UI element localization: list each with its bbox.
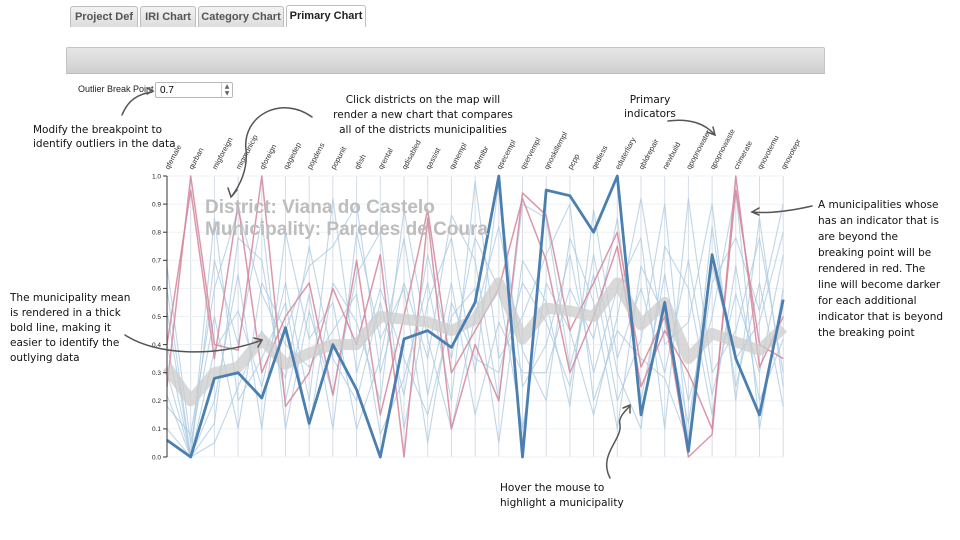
annotation-outliers-line: has an indicator that is bbox=[818, 215, 939, 227]
arrow-outliers bbox=[751, 205, 813, 214]
annotation-outliers-line: are beyond the bbox=[818, 231, 898, 243]
variable-label-qnovotepr[interactable]: qnovotepr bbox=[779, 137, 803, 171]
y-tick-label-1.0: 1.0 bbox=[152, 173, 161, 180]
y-tick-label-0.1: 0.1 bbox=[152, 426, 161, 433]
annotation-outliers-line: indicator that is beyond bbox=[818, 311, 943, 323]
tab-project-def[interactable]: Project Def bbox=[70, 6, 138, 27]
annotation-breakpoint-line: identify outliers in the data bbox=[33, 138, 176, 150]
arrow-mean-head bbox=[253, 337, 264, 348]
overlay-municipality: Municipality: Paredes de Coura bbox=[205, 219, 488, 240]
outlier-breakpoint-label: Outlier Break Point bbox=[78, 84, 154, 94]
variable-label-qservempl[interactable]: qservempl bbox=[518, 136, 542, 171]
arrow-hover-head bbox=[622, 403, 631, 414]
variable-label-qedless[interactable]: qedless bbox=[589, 144, 609, 171]
annotation-districts-line: render a new chart that compares bbox=[333, 109, 513, 121]
variable-label-qbldrepair[interactable]: qbldrepair bbox=[637, 137, 661, 171]
arrow-primary bbox=[667, 119, 715, 135]
arrow-primary-head bbox=[706, 126, 717, 137]
annotation-outliers-line: rendered in red. The bbox=[818, 263, 925, 275]
annotation-mean: The municipality mean is rendered in a th… bbox=[9, 292, 130, 364]
outlier-breakpoint-spinner[interactable]: ▲▼ bbox=[155, 82, 233, 98]
series-line-other-4[interactable] bbox=[166, 203, 784, 444]
annotation-outliers-line: the breaking point bbox=[818, 327, 915, 339]
series-line-mean-1[interactable] bbox=[162, 277, 787, 407]
arrow-districts-head bbox=[227, 187, 238, 199]
annotation-mean-line: easier to identify the bbox=[10, 337, 119, 349]
series-line-other-5[interactable] bbox=[166, 181, 784, 444]
variable-label-newbuild[interactable]: newbuild bbox=[661, 141, 683, 171]
variable-label-qassist[interactable]: qassist bbox=[424, 145, 443, 171]
variable-label-popdens[interactable]: popdens bbox=[305, 141, 327, 171]
spinner-arrows-icon[interactable]: ▲ ▼ bbox=[221, 83, 232, 97]
y-tick-label-0.2: 0.2 bbox=[152, 398, 161, 405]
series-line-other-11[interactable] bbox=[166, 231, 784, 458]
variable-label-qforeign[interactable]: qforeign bbox=[258, 143, 279, 171]
arrow-mean bbox=[124, 334, 263, 353]
y-axis: 0.0 0.1 0.2 0.3 0.4 0.5 0.6 0.7 0.8 0.9 1.0 bbox=[152, 173, 168, 461]
variable-label-eduterliary[interactable]: eduterliary bbox=[613, 136, 638, 171]
arrow-hover bbox=[605, 405, 631, 479]
y-tick-label-0.7: 0.7 bbox=[152, 258, 161, 265]
variable-label-qnovotemu[interactable]: qnovotemu bbox=[755, 134, 780, 171]
variable-label-crimerate[interactable]: crimerate bbox=[732, 139, 755, 171]
y-tick-label-0.6: 0.6 bbox=[152, 286, 161, 293]
annotation-outliers-line: line will become darker bbox=[818, 279, 941, 291]
annotation-primary-line: indicators bbox=[624, 108, 676, 120]
annotation-mean-line: The municipality mean bbox=[9, 292, 130, 304]
annotation-mean-line: bold line, making it bbox=[10, 322, 111, 334]
y-tick-label-0.0: 0.0 bbox=[152, 454, 161, 461]
variable-label-qrental[interactable]: qrental bbox=[376, 146, 395, 171]
variable-label-pcpp[interactable]: pcpp bbox=[566, 152, 582, 171]
y-tick-label-0.5: 0.5 bbox=[152, 314, 161, 321]
annotation-districts-line: Click districts on the map will bbox=[346, 94, 500, 106]
annotation-districts-line: all of the districts municipalities bbox=[339, 124, 507, 136]
annotation-outliers: A municipalities whose has an indicator t… bbox=[818, 199, 943, 339]
annotation-outliers-line: for each additional bbox=[818, 295, 917, 307]
annotation-hover: Hover the mouse to highlight a municipali… bbox=[500, 482, 624, 509]
annotation-outliers-line: A municipalities whose bbox=[818, 199, 939, 211]
annotation-hover-line: highlight a municipality bbox=[500, 497, 624, 509]
overlay-district: District: Viana do Castelo bbox=[205, 197, 435, 218]
lines-layer bbox=[162, 174, 787, 459]
variable-label-qfemlbr[interactable]: qfemlbr bbox=[471, 144, 491, 171]
variable-label-qfish[interactable]: qfish bbox=[352, 153, 367, 171]
y-tick-label-0.8: 0.8 bbox=[152, 230, 161, 237]
annotation-mean-line: outlying data bbox=[10, 352, 80, 364]
tab-primary-chart[interactable]: Primary Chart bbox=[286, 5, 366, 27]
arrow-outliers-head bbox=[750, 207, 760, 216]
y-tick-label-0.4: 0.4 bbox=[152, 342, 161, 349]
annotations: Modify the breakpoint to identify outlier… bbox=[9, 94, 943, 509]
variable-label-qnoskillempl[interactable]: qnoskillempl bbox=[542, 130, 569, 171]
y-tick-label-0.9: 0.9 bbox=[152, 201, 161, 208]
annotation-districts: Click districts on the map will render a … bbox=[333, 94, 513, 136]
arrow-breakpoint bbox=[121, 91, 153, 116]
annotation-mean-line: is rendered in a thick bbox=[10, 307, 122, 319]
tab-iri-chart[interactable]: IRI Chart bbox=[140, 6, 196, 27]
tab-baseline bbox=[66, 73, 825, 74]
arrow-districts bbox=[231, 107, 313, 197]
annotation-arrows bbox=[121, 87, 813, 479]
variable-label-qurban[interactable]: qurban bbox=[187, 146, 206, 171]
annotation-breakpoint: Modify the breakpoint to identify outlier… bbox=[33, 124, 176, 150]
variable-label-qunempl[interactable]: qunempl bbox=[447, 141, 469, 171]
annotation-outliers-line: breaking point will be bbox=[818, 247, 931, 259]
variable-label-popunit[interactable]: popunit bbox=[329, 144, 349, 171]
annotation-breakpoint-line: Modify the breakpoint to bbox=[33, 124, 162, 136]
annotation-primary-line: Primary bbox=[630, 94, 671, 106]
arrow-breakpoint-head bbox=[146, 87, 155, 95]
variable-label-qdisabled[interactable]: qdisabled bbox=[400, 138, 423, 171]
variable-label-qagedep[interactable]: qagedep bbox=[281, 141, 303, 171]
variable-label-qsecempl[interactable]: qsecempl bbox=[495, 138, 518, 171]
series-line-highlight-0[interactable] bbox=[166, 174, 785, 459]
outlier-breakpoint-input[interactable] bbox=[158, 83, 224, 97]
y-tick-label-0.3: 0.3 bbox=[152, 370, 161, 377]
variable-label-migforeign[interactable]: migforeign bbox=[210, 136, 234, 171]
annotation-hover-line: Hover the mouse to bbox=[500, 482, 604, 494]
annotation-primary: Primary indicators bbox=[624, 94, 676, 120]
tab-category-chart[interactable]: Category Chart bbox=[198, 6, 284, 27]
